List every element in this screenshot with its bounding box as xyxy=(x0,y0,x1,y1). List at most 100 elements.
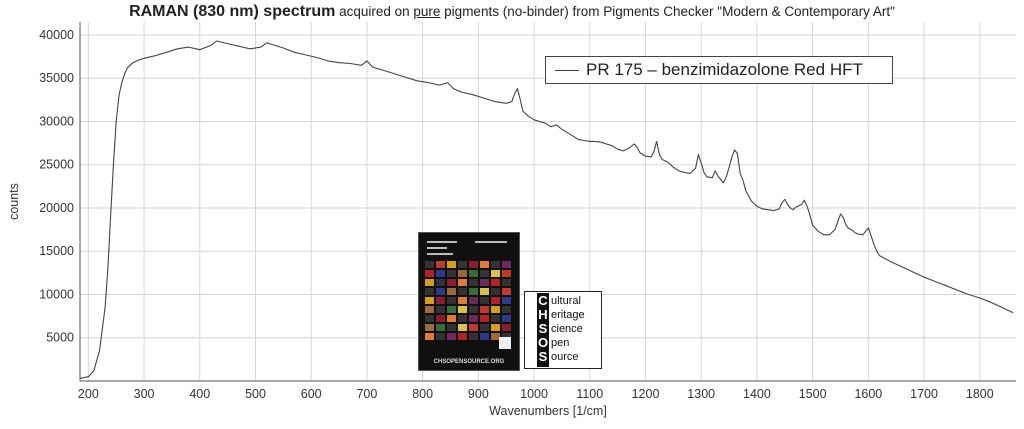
card-swatch xyxy=(491,261,500,268)
card-swatch xyxy=(425,288,434,295)
card-swatch xyxy=(458,297,467,304)
x-tick-label-700: 700 xyxy=(356,387,377,401)
card-swatch xyxy=(502,324,511,331)
card-swatch xyxy=(425,261,434,268)
card-swatch xyxy=(447,279,456,286)
card-qr-code xyxy=(499,337,511,349)
card-url: CHSOPENSOURCE.ORG xyxy=(433,359,505,365)
axes-frame xyxy=(79,22,1016,382)
card-swatch xyxy=(458,315,467,322)
card-swatch xyxy=(480,261,489,268)
series-line-0 xyxy=(79,40,1014,379)
chart-title: RAMAN (830 nm) spectrum acquired on pure… xyxy=(0,3,1024,21)
logo-bar xyxy=(537,293,549,367)
x-tick-label-1000: 1000 xyxy=(520,387,548,401)
card-swatch xyxy=(480,315,489,322)
card-swatch xyxy=(502,315,511,322)
card-swatch xyxy=(469,324,478,331)
card-swatch xyxy=(502,288,511,295)
card-swatch xyxy=(447,288,456,295)
x-axis-label: Wavenumbers [1/cm] xyxy=(489,404,607,418)
card-swatch xyxy=(458,306,467,313)
logo-letter-o: O xyxy=(537,335,549,350)
x-tick-label-1100: 1100 xyxy=(576,387,603,401)
card-swatch xyxy=(469,261,478,268)
card-swatch xyxy=(436,297,445,304)
card-swatch xyxy=(458,279,467,286)
x-tick-label-400: 400 xyxy=(189,387,210,401)
card-swatch xyxy=(469,306,478,313)
card-swatch xyxy=(480,288,489,295)
chart-title-pre: acquired on xyxy=(335,4,414,19)
card-swatch xyxy=(491,297,500,304)
card-swatch xyxy=(447,297,456,304)
logo-letter-s: S xyxy=(538,321,548,336)
x-tick-label-900: 900 xyxy=(468,387,489,401)
card-header xyxy=(425,238,513,260)
card-swatch xyxy=(425,297,434,304)
card-swatch xyxy=(491,324,500,331)
card-swatch xyxy=(502,270,511,277)
card-swatch xyxy=(436,324,445,331)
x-tick-label-1400: 1400 xyxy=(743,387,771,401)
y-tick-label-10000: 10000 xyxy=(39,287,74,301)
y-tick-label-30000: 30000 xyxy=(39,114,74,128)
legend-line-swatch xyxy=(555,70,579,71)
card-swatch xyxy=(425,306,434,313)
series-layer xyxy=(79,40,1014,379)
card-swatch xyxy=(491,306,500,313)
y-tick-label-25000: 25000 xyxy=(39,158,74,172)
y-tick-label-40000: 40000 xyxy=(39,28,74,42)
card-swatch xyxy=(480,333,489,340)
card-swatch xyxy=(458,333,467,340)
y-tick-label-20000: 20000 xyxy=(39,201,74,215)
y-axis-label: counts xyxy=(7,183,21,220)
card-swatch xyxy=(447,315,456,322)
card-swatch xyxy=(425,279,434,286)
card-swatch xyxy=(469,288,478,295)
card-swatch xyxy=(480,297,489,304)
card-swatch xyxy=(458,288,467,295)
logo-word-source: ource xyxy=(551,351,579,363)
card-swatch xyxy=(436,306,445,313)
y-tick-label-15000: 15000 xyxy=(39,244,74,258)
card-swatch xyxy=(425,315,434,322)
card-swatch xyxy=(458,261,467,268)
card-swatch xyxy=(469,279,478,286)
card-swatch xyxy=(425,324,434,331)
x-tick-label-1600: 1600 xyxy=(854,387,882,401)
x-tick-label-600: 600 xyxy=(301,387,322,401)
card-swatch xyxy=(436,315,445,322)
logo-word-science: cience xyxy=(551,323,583,335)
card-swatch xyxy=(480,324,489,331)
card-swatch xyxy=(458,324,467,331)
card-swatch xyxy=(491,279,500,286)
y-tick-label-35000: 35000 xyxy=(39,71,74,85)
card-swatch xyxy=(502,306,511,313)
card-swatch xyxy=(436,279,445,286)
card-swatch xyxy=(436,333,445,340)
x-tick-label-1700: 1700 xyxy=(910,387,938,401)
x-tick-label-1500: 1500 xyxy=(799,387,827,401)
logo-letter-c: C xyxy=(538,293,548,308)
x-tick-label-1200: 1200 xyxy=(632,387,660,401)
logo-letter-s2: S xyxy=(538,349,548,364)
card-swatch xyxy=(436,288,445,295)
x-tick-label-300: 300 xyxy=(134,387,155,401)
card-swatch-grid xyxy=(425,261,515,349)
pigments-checker-card-image: CHSOPENSOURCE.ORG xyxy=(418,232,520,371)
tick-labels: 200 300 400 500 600 700 800 900 1000 1100 1200 1300… xyxy=(39,28,994,401)
card-swatch xyxy=(425,270,434,277)
card-swatch xyxy=(447,270,456,277)
card-swatch xyxy=(436,270,445,277)
card-swatch xyxy=(469,333,478,340)
y-tick-label-5000: 5000 xyxy=(46,331,74,345)
x-tick-label-1800: 1800 xyxy=(966,387,994,401)
chart-title-post: pigments (no-binder) from Pigments Check… xyxy=(440,4,895,19)
card-swatch xyxy=(447,306,456,313)
card-swatch xyxy=(469,297,478,304)
logo-word-open: pen xyxy=(551,337,570,349)
chart-title-bold: RAMAN (830 nm) spectrum xyxy=(129,3,336,20)
card-swatch xyxy=(469,270,478,277)
